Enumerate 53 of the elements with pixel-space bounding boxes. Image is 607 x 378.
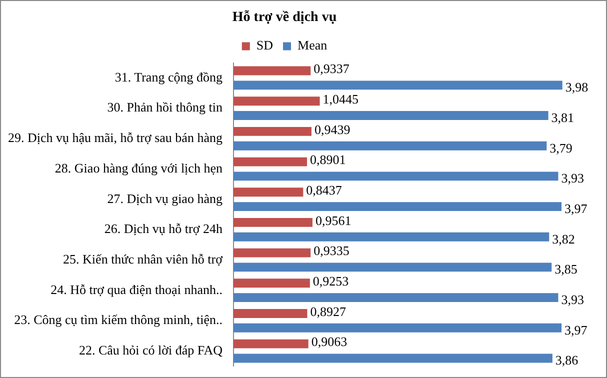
bar bbox=[233, 126, 312, 136]
data-label: 0,8437 bbox=[306, 182, 342, 198]
data-label: 3,79 bbox=[550, 140, 572, 156]
bar bbox=[233, 293, 558, 302]
bar bbox=[233, 80, 562, 90]
data-label: 0,9253 bbox=[312, 274, 349, 289]
data-label: 3,93 bbox=[561, 292, 584, 307]
data-label: 3,81 bbox=[551, 110, 574, 125]
data-label: 0,9337 bbox=[314, 61, 350, 76]
bar bbox=[233, 232, 550, 242]
bar bbox=[233, 323, 562, 332]
data-label: 1,0445 bbox=[322, 92, 359, 107]
bar bbox=[233, 188, 304, 197]
bar bbox=[233, 96, 320, 106]
data-label: 3,85 bbox=[554, 262, 578, 277]
y-tick-label: 28. Giao hàng đúng với lịch hẹn bbox=[54, 160, 223, 176]
chart-title: Hỗ trợ về dịch vụ bbox=[232, 10, 337, 26]
bar bbox=[233, 172, 558, 181]
bar bbox=[233, 111, 548, 120]
bar bbox=[233, 354, 552, 363]
bar bbox=[233, 262, 552, 272]
bar bbox=[233, 309, 308, 318]
y-tick-label: 23. Công cụ tìm kiếm thông minh, tiện.. bbox=[14, 312, 222, 328]
data-label: 3,97 bbox=[564, 322, 588, 338]
bar bbox=[233, 202, 562, 212]
data-label: 0,9335 bbox=[314, 243, 350, 258]
bar bbox=[233, 248, 311, 258]
y-tick-label: 31. Trang cộng đồng bbox=[114, 69, 223, 84]
data-label: 0,9439 bbox=[314, 122, 350, 137]
legend-label: SD bbox=[256, 38, 274, 53]
y-tick-label: 25. Kiến thức nhân viên hỗ trợ bbox=[63, 251, 224, 266]
data-label: 0,8901 bbox=[310, 152, 346, 168]
y-tick-label: 26. Dịch vụ hỗ trợ 24h bbox=[104, 221, 223, 236]
data-label: 3,86 bbox=[555, 352, 579, 368]
data-label: 0,8927 bbox=[310, 304, 346, 319]
data-label: 3,97 bbox=[564, 200, 588, 216]
bar bbox=[233, 157, 308, 166]
bar bbox=[233, 141, 547, 150]
y-tick-label: 29. Dịch vụ hậu mãi, hỗ trợ sau bán hàng bbox=[8, 130, 223, 146]
data-label: 0,9063 bbox=[311, 334, 348, 350]
bar bbox=[233, 66, 311, 76]
data-label: 3,98 bbox=[565, 80, 588, 95]
y-tick-label: 24. Hỗ trợ qua điện thoại nhanh.. bbox=[50, 282, 222, 297]
y-tick-label: 30. Phản hồi thông tin bbox=[107, 100, 223, 115]
y-tick-label: 22. Câu hỏi có lời đáp FAQ bbox=[78, 342, 224, 358]
data-label: 3,82 bbox=[552, 231, 575, 246]
bar bbox=[233, 218, 312, 227]
legend-label: Mean bbox=[298, 38, 328, 53]
data-label: 3,93 bbox=[561, 170, 584, 186]
bar bbox=[233, 339, 308, 348]
y-tick-label: 27. Dịch vụ giao hàng bbox=[107, 190, 223, 206]
data-label: 0,9561 bbox=[315, 212, 352, 228]
bar bbox=[233, 278, 310, 288]
